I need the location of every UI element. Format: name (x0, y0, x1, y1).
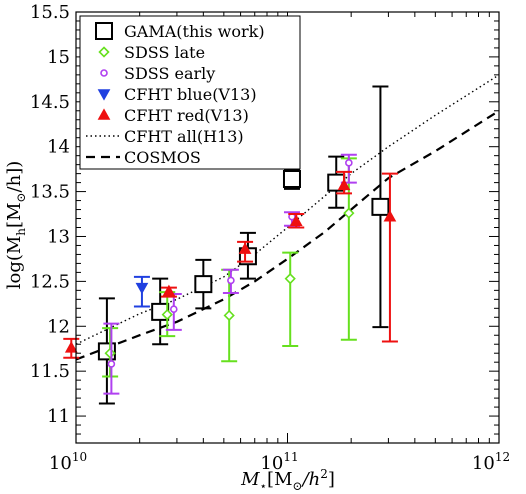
marker (343, 207, 355, 219)
gama-this-work-point-4 (282, 168, 301, 190)
curve-cfht-all-h13 (75, 74, 500, 345)
legend-box (79, 15, 301, 170)
marker (194, 275, 213, 294)
legend-marker (95, 22, 113, 40)
legend-entry-cosmos: COSMOS (86, 148, 201, 167)
y-tick-label: 12 (47, 316, 70, 337)
y-tick-label: 14 (47, 137, 70, 158)
cfht-red-v13-point-5 (381, 172, 398, 343)
sdss-early-point-2 (222, 268, 239, 295)
sdss-early-point-4 (340, 153, 357, 184)
x-tick-label: 1010 (49, 450, 87, 474)
y-tick-label: 14.5 (30, 92, 70, 113)
legend-entry-cfht-all-h13: CFHT all(H13) (86, 127, 244, 146)
legend-label: COSMOS (124, 148, 201, 167)
marker (284, 273, 296, 285)
y-tick-label: 13.5 (30, 182, 70, 203)
y-tick-label: 15.5 (30, 2, 70, 23)
y-tick-label: 13 (47, 226, 70, 247)
legend-label: SDSS late (124, 43, 205, 62)
legend-marker (98, 46, 110, 58)
sdss-late-point-1 (159, 291, 176, 338)
gama-this-work-point-3 (238, 231, 257, 280)
marker (227, 276, 235, 285)
gama-this-work-point-2 (194, 258, 213, 310)
legend-label: GAMA(this work) (124, 22, 265, 41)
legend-label: SDSS early (124, 64, 215, 83)
legend-label: CFHT blue(V13) (124, 85, 257, 104)
sdss-late-point-3 (282, 251, 299, 348)
legend-entry-gama-this-work: GAMA(this work) (95, 22, 265, 41)
marker (135, 282, 149, 295)
x-tick-label: 1012 (472, 450, 510, 474)
y-tick-label: 11 (47, 406, 70, 427)
marker (337, 178, 351, 191)
marker (162, 284, 176, 297)
curve-cosmos (75, 109, 500, 361)
marker (64, 341, 78, 353)
marker (282, 170, 301, 189)
cfht-red-v13-point-1 (160, 284, 177, 298)
model-curves (75, 74, 500, 361)
y-tick-label: 15 (47, 47, 70, 68)
legend-marker (97, 108, 111, 120)
cfht-red-v13-point-3 (288, 213, 305, 229)
marker (371, 197, 390, 216)
marker (383, 210, 397, 222)
x-tick-label: 1011 (260, 450, 298, 474)
cfht-blue-v13-point-0 (133, 275, 150, 308)
marker (169, 305, 178, 314)
cfht-red-v13-point-0 (63, 337, 80, 359)
gama-this-work-point-6 (371, 85, 390, 329)
marker (289, 214, 303, 227)
y-axis-title: log(Mh[M⊙/h]) (4, 161, 28, 290)
axes: 11 11.5 12 12.5 13 13.5 14 14.5 15 15.5 1010 1011 10… (30, 2, 510, 474)
marker (238, 242, 252, 254)
legend: GAMA(this work) SDSS late SDSS early CFHT b… (79, 15, 301, 170)
sdss-early-point-0 (103, 322, 120, 395)
legend-entry-cfht-blue-v13: CFHT blue(V13) (97, 85, 257, 104)
marker (107, 360, 116, 368)
y-tick-label: 12.5 (30, 271, 70, 292)
y-tick-label: 11.5 (30, 361, 70, 382)
marker (161, 308, 173, 321)
cfht-red-v13-point-4 (336, 170, 353, 195)
marker (345, 159, 353, 167)
legend-label: CFHT all(H13) (124, 127, 244, 146)
legend-label: CFHT red(V13) (124, 106, 249, 125)
legend-entry-sdss-early: SDSS early (100, 64, 215, 83)
cfht-red-v13-point-2 (237, 240, 254, 263)
data-points (63, 85, 398, 405)
marker (223, 309, 235, 322)
legend-entry-sdss-late: SDSS late (98, 43, 205, 62)
legend-marker (97, 89, 111, 101)
x-axis-title: M⋆[M⊙/h2] (240, 467, 335, 493)
legend-entry-cfht-red-v13: CFHT red(V13) (97, 106, 249, 125)
legend-marker (100, 69, 108, 77)
